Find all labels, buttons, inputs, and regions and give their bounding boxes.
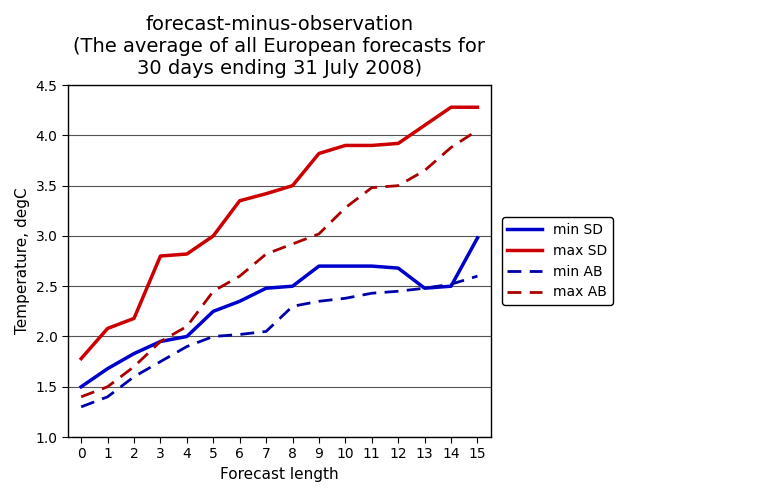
Title: forecast-minus-observation
(The average of all European forecasts for
30 days en: forecast-minus-observation (The average …	[73, 15, 485, 78]
Y-axis label: Temperature, degC: Temperature, degC	[15, 188, 30, 334]
X-axis label: Forecast length: Forecast length	[220, 467, 339, 482]
Legend: min SD, max SD, min AB, max AB: min SD, max SD, min AB, max AB	[502, 217, 613, 305]
